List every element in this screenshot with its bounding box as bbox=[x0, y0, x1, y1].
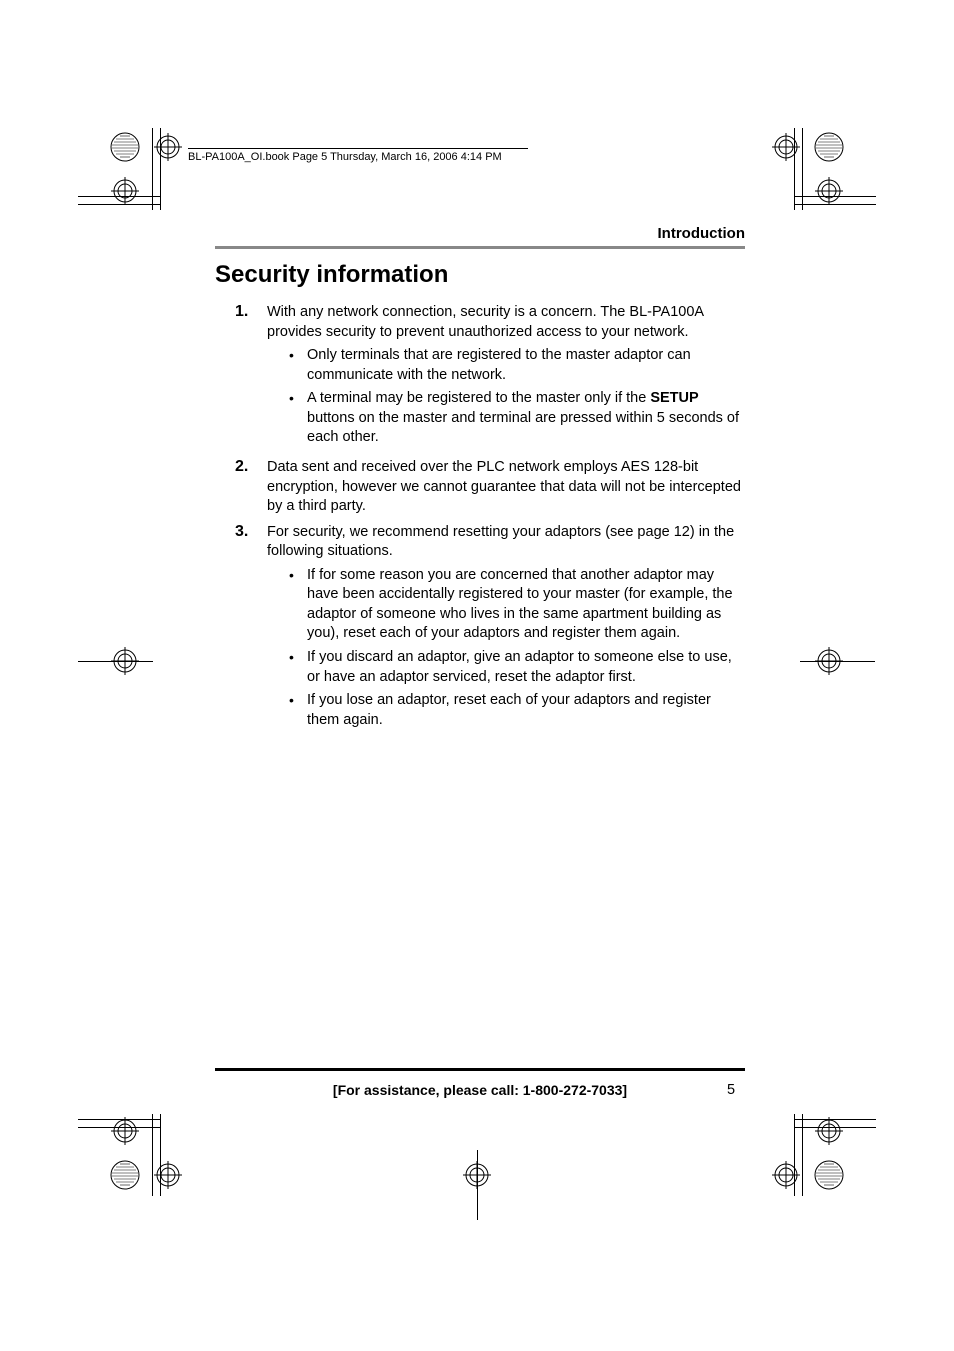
section-rule bbox=[215, 246, 745, 249]
bullet-text: If you discard an adaptor, give an adapt… bbox=[307, 648, 745, 687]
item-body: With any network connection, security is… bbox=[267, 303, 745, 452]
crosshair-mark-icon bbox=[815, 1117, 843, 1145]
crop-guide bbox=[152, 128, 153, 210]
hatched-mark-icon bbox=[110, 1160, 140, 1190]
list-item: 1. With any network connection, security… bbox=[235, 303, 745, 452]
item-number: 3. bbox=[235, 523, 267, 735]
bullet-item: If for some reason you are concerned tha… bbox=[289, 566, 745, 644]
item-body: Data sent and received over the PLC netw… bbox=[267, 458, 745, 517]
bullet-item: Only terminals that are registered to th… bbox=[289, 346, 745, 385]
hatched-mark-icon bbox=[814, 1160, 844, 1190]
item-text: For security, we recommend resetting you… bbox=[267, 524, 734, 560]
crosshair-mark-icon bbox=[111, 177, 139, 205]
crosshair-mark-icon bbox=[772, 1161, 800, 1189]
bullet-text: If you lose an adaptor, reset each of yo… bbox=[307, 691, 745, 730]
page-header-meta: BL-PA100A_OI.book Page 5 Thursday, March… bbox=[188, 148, 528, 163]
crosshair-mark-icon bbox=[111, 1117, 139, 1145]
bullet-text: If for some reason you are concerned tha… bbox=[307, 566, 745, 644]
item-number: 1. bbox=[235, 303, 267, 452]
section-label: Introduction bbox=[215, 225, 745, 242]
numbered-list: 1. With any network connection, security… bbox=[215, 303, 745, 734]
crosshair-mark-icon bbox=[111, 647, 139, 675]
bullet-item: If you lose an adaptor, reset each of yo… bbox=[289, 691, 745, 730]
list-item: 2. Data sent and received over the PLC n… bbox=[235, 458, 745, 517]
bullet-text-part: buttons on the master and terminal are p… bbox=[307, 410, 739, 446]
hatched-mark-icon bbox=[814, 132, 844, 162]
content-area: Introduction Security information 1. Wit… bbox=[215, 225, 745, 740]
page-number: 5 bbox=[727, 1082, 735, 1098]
crosshair-mark-icon bbox=[772, 133, 800, 161]
footer-assistance: [For assistance, please call: 1-800-272-… bbox=[215, 1082, 745, 1098]
footer-rule bbox=[215, 1068, 745, 1071]
bullet-text-part: A terminal may be registered to the mast… bbox=[307, 390, 650, 406]
item-number: 2. bbox=[235, 458, 267, 517]
crosshair-mark-icon bbox=[154, 1161, 182, 1189]
bullet-list: Only terminals that are registered to th… bbox=[267, 346, 745, 448]
bullet-text: Only terminals that are registered to th… bbox=[307, 346, 745, 385]
bullet-text: A terminal may be registered to the mast… bbox=[307, 389, 745, 448]
item-text: With any network connection, security is… bbox=[267, 304, 703, 340]
crosshair-mark-icon bbox=[463, 1161, 491, 1189]
crosshair-mark-icon bbox=[154, 133, 182, 161]
bullet-list: If for some reason you are concerned tha… bbox=[267, 566, 745, 731]
page-heading: Security information bbox=[215, 261, 745, 289]
crop-guide bbox=[802, 128, 803, 210]
bullet-item: If you discard an adaptor, give an adapt… bbox=[289, 648, 745, 687]
crosshair-mark-icon bbox=[815, 177, 843, 205]
crosshair-mark-icon bbox=[815, 647, 843, 675]
item-text: Data sent and received over the PLC netw… bbox=[267, 459, 741, 514]
list-item: 3. For security, we recommend resetting … bbox=[235, 523, 745, 735]
bold-word: SETUP bbox=[650, 390, 698, 406]
item-body: For security, we recommend resetting you… bbox=[267, 523, 745, 735]
bullet-item: A terminal may be registered to the mast… bbox=[289, 389, 745, 448]
hatched-mark-icon bbox=[110, 132, 140, 162]
